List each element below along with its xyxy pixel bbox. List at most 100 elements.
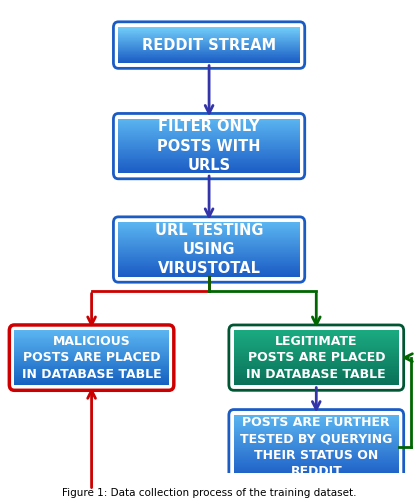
FancyBboxPatch shape — [118, 148, 300, 149]
FancyBboxPatch shape — [118, 145, 300, 146]
FancyBboxPatch shape — [14, 346, 169, 348]
FancyBboxPatch shape — [234, 418, 399, 420]
FancyBboxPatch shape — [118, 261, 300, 262]
FancyBboxPatch shape — [118, 27, 300, 28]
FancyBboxPatch shape — [118, 226, 300, 227]
FancyBboxPatch shape — [118, 52, 300, 54]
FancyBboxPatch shape — [234, 366, 399, 368]
FancyBboxPatch shape — [14, 362, 169, 363]
FancyBboxPatch shape — [14, 363, 169, 364]
FancyBboxPatch shape — [234, 364, 399, 366]
FancyBboxPatch shape — [14, 364, 169, 366]
FancyBboxPatch shape — [14, 351, 169, 352]
FancyBboxPatch shape — [234, 453, 399, 454]
FancyBboxPatch shape — [234, 415, 399, 416]
Text: MALICIOUS
POSTS ARE PLACED
IN DATABASE TABLE: MALICIOUS POSTS ARE PLACED IN DATABASE T… — [22, 334, 161, 380]
FancyBboxPatch shape — [14, 372, 169, 373]
FancyBboxPatch shape — [118, 29, 300, 30]
FancyBboxPatch shape — [14, 346, 169, 347]
FancyBboxPatch shape — [234, 372, 399, 374]
FancyBboxPatch shape — [14, 333, 169, 334]
FancyBboxPatch shape — [118, 172, 300, 173]
FancyBboxPatch shape — [118, 34, 300, 35]
FancyBboxPatch shape — [118, 54, 300, 55]
FancyBboxPatch shape — [118, 59, 300, 60]
FancyBboxPatch shape — [118, 135, 300, 136]
FancyBboxPatch shape — [118, 242, 300, 243]
FancyBboxPatch shape — [14, 354, 169, 356]
FancyBboxPatch shape — [14, 377, 169, 378]
FancyBboxPatch shape — [118, 253, 300, 254]
FancyBboxPatch shape — [118, 40, 300, 41]
FancyBboxPatch shape — [118, 160, 300, 162]
FancyBboxPatch shape — [118, 264, 300, 266]
FancyBboxPatch shape — [118, 128, 300, 129]
FancyBboxPatch shape — [14, 341, 169, 342]
FancyBboxPatch shape — [234, 456, 399, 458]
FancyBboxPatch shape — [118, 138, 300, 139]
FancyBboxPatch shape — [118, 269, 300, 270]
FancyBboxPatch shape — [234, 419, 399, 420]
FancyBboxPatch shape — [118, 274, 300, 275]
FancyBboxPatch shape — [14, 378, 169, 380]
FancyBboxPatch shape — [234, 368, 399, 370]
FancyBboxPatch shape — [118, 158, 300, 160]
FancyBboxPatch shape — [118, 244, 300, 245]
FancyBboxPatch shape — [234, 428, 399, 429]
FancyBboxPatch shape — [118, 43, 300, 44]
FancyBboxPatch shape — [234, 343, 399, 344]
FancyBboxPatch shape — [14, 358, 169, 360]
FancyBboxPatch shape — [234, 361, 399, 362]
FancyBboxPatch shape — [234, 420, 399, 422]
FancyBboxPatch shape — [234, 440, 399, 442]
Text: URL TESTING
USING
VIRUSTOTAL: URL TESTING USING VIRUSTOTAL — [155, 223, 263, 276]
FancyBboxPatch shape — [118, 36, 300, 37]
FancyBboxPatch shape — [14, 369, 169, 370]
FancyBboxPatch shape — [14, 345, 169, 346]
FancyBboxPatch shape — [118, 47, 300, 48]
FancyBboxPatch shape — [118, 38, 300, 39]
FancyBboxPatch shape — [14, 350, 169, 352]
FancyBboxPatch shape — [234, 382, 399, 383]
FancyBboxPatch shape — [14, 340, 169, 342]
FancyBboxPatch shape — [234, 435, 399, 436]
FancyBboxPatch shape — [118, 37, 300, 38]
FancyBboxPatch shape — [234, 466, 399, 467]
FancyBboxPatch shape — [14, 330, 169, 332]
FancyBboxPatch shape — [118, 238, 300, 240]
FancyBboxPatch shape — [118, 225, 300, 226]
FancyBboxPatch shape — [234, 448, 399, 449]
FancyBboxPatch shape — [14, 338, 169, 340]
FancyBboxPatch shape — [118, 161, 300, 162]
FancyBboxPatch shape — [234, 354, 399, 356]
FancyBboxPatch shape — [234, 371, 399, 372]
FancyBboxPatch shape — [234, 434, 399, 436]
FancyBboxPatch shape — [234, 340, 399, 342]
FancyBboxPatch shape — [234, 374, 399, 376]
FancyBboxPatch shape — [234, 451, 399, 452]
FancyBboxPatch shape — [14, 360, 169, 361]
FancyBboxPatch shape — [234, 446, 399, 447]
Text: POSTS ARE FURTHER
TESTED BY QUERYING
THEIR STATUS ON
REDDIT: POSTS ARE FURTHER TESTED BY QUERYING THE… — [240, 416, 393, 478]
FancyBboxPatch shape — [234, 452, 399, 454]
FancyBboxPatch shape — [234, 377, 399, 378]
FancyBboxPatch shape — [14, 370, 169, 371]
FancyBboxPatch shape — [118, 170, 300, 172]
FancyBboxPatch shape — [118, 224, 300, 225]
FancyBboxPatch shape — [118, 252, 300, 253]
FancyBboxPatch shape — [234, 432, 399, 433]
FancyBboxPatch shape — [234, 354, 399, 355]
FancyBboxPatch shape — [118, 227, 300, 228]
FancyBboxPatch shape — [234, 428, 399, 430]
FancyBboxPatch shape — [14, 332, 169, 334]
FancyBboxPatch shape — [234, 444, 399, 446]
FancyBboxPatch shape — [234, 468, 399, 469]
FancyBboxPatch shape — [234, 350, 399, 352]
FancyBboxPatch shape — [14, 359, 169, 360]
FancyBboxPatch shape — [118, 258, 300, 260]
FancyBboxPatch shape — [14, 382, 169, 384]
FancyBboxPatch shape — [234, 336, 399, 337]
FancyBboxPatch shape — [14, 381, 169, 382]
FancyBboxPatch shape — [118, 236, 300, 237]
FancyBboxPatch shape — [234, 334, 399, 335]
